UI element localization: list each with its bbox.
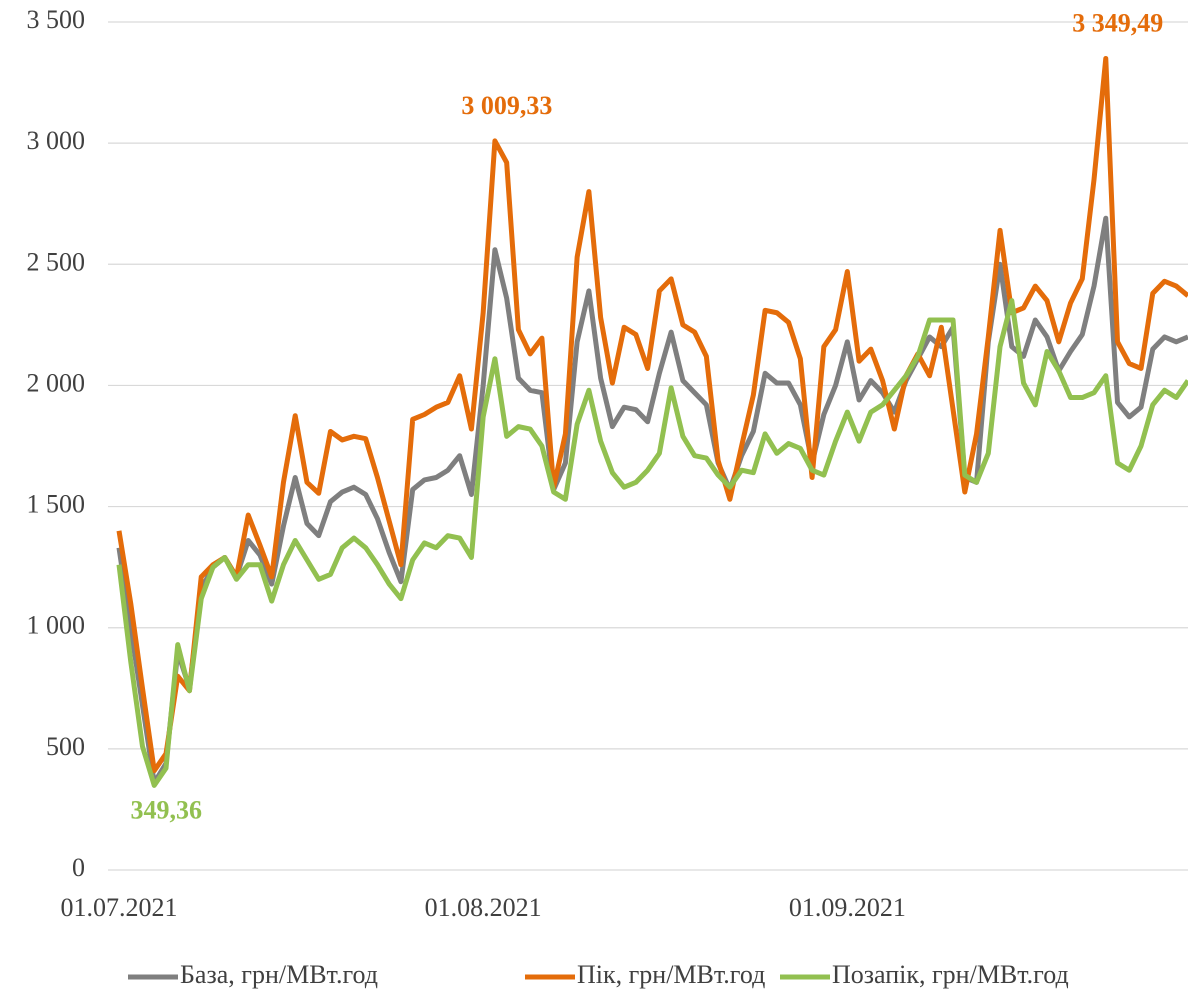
series-line	[116, 55, 1188, 774]
data-label: 349,36	[130, 795, 202, 824]
legend-label: Позапік, грн/МВт.год	[832, 960, 1069, 989]
y-tick-label: 1 000	[27, 611, 86, 640]
legend-label: База, грн/МВт.год	[180, 960, 378, 989]
y-tick-label: 2 500	[27, 247, 86, 276]
y-tick-label: 0	[72, 853, 85, 882]
data-label: 3 349,49	[1072, 8, 1163, 37]
y-tick-label: 500	[46, 732, 85, 761]
x-tick-label: 01.09.2021	[789, 893, 906, 922]
x-tick-label: 01.07.2021	[61, 893, 178, 922]
y-tick-label: 1 500	[27, 490, 86, 519]
series-line	[116, 215, 1188, 786]
legend-label: Пік, грн/МВт.год	[577, 960, 765, 989]
y-tick-label: 3 000	[27, 126, 86, 155]
y-tick-label: 2 000	[27, 368, 86, 397]
series-line	[116, 298, 1188, 788]
y-tick-label: 3 500	[27, 5, 86, 34]
data-label: 3 009,33	[461, 91, 552, 120]
x-tick-label: 01.08.2021	[425, 893, 542, 922]
